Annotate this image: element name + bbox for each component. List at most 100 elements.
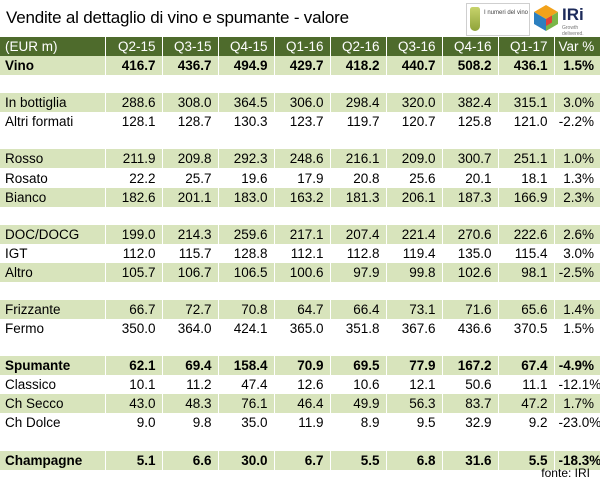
table-cell bbox=[385, 281, 442, 300]
table-cell: 163.2 bbox=[273, 187, 330, 207]
table-cell: 49.9 bbox=[329, 394, 386, 414]
table-cell: 18.1 bbox=[497, 168, 554, 188]
table-cell: 112.1 bbox=[273, 243, 330, 263]
iri-logo: IRi Growth delivered. bbox=[533, 2, 595, 37]
table-cell: 99.8 bbox=[385, 262, 442, 282]
table-cell: 206.1 bbox=[385, 187, 442, 207]
row-label: Champagne bbox=[0, 450, 105, 470]
table-cell: 69.4 bbox=[161, 356, 218, 376]
table-cell: 259.6 bbox=[217, 224, 274, 244]
table-cell: 5.5 bbox=[329, 450, 386, 470]
table-cell: 121.0 bbox=[497, 112, 554, 132]
row-label bbox=[0, 206, 105, 225]
table-cell: 6.7 bbox=[273, 450, 330, 470]
table-cell bbox=[385, 75, 442, 94]
table-cell: 47.4 bbox=[217, 375, 274, 395]
table-cell bbox=[497, 206, 554, 225]
table-cell: 292.3 bbox=[217, 149, 274, 169]
table-cell: 1.4% bbox=[553, 299, 600, 320]
table-cell bbox=[273, 338, 330, 357]
table-cell: 367.6 bbox=[385, 319, 442, 339]
table-cell: 32.9 bbox=[441, 413, 498, 433]
table-cell: 65.6 bbox=[497, 299, 554, 320]
table-row: Champagne 5.1 6.6 30.0 6.7 5.5 6.8 31.6 5.5 -18.3… bbox=[0, 450, 600, 470]
table-cell: 429.7 bbox=[273, 56, 330, 76]
table-row: Fermo 350.0 364.0 424.1 365.0 351.8 367.6 436.6… bbox=[0, 319, 600, 339]
table-cell: 20.1 bbox=[441, 168, 498, 188]
table-cell: 48.3 bbox=[161, 394, 218, 414]
table-cell: 6.8 bbox=[385, 450, 442, 470]
table-cell: 73.1 bbox=[385, 299, 442, 320]
table-cell: 9.2 bbox=[497, 413, 554, 433]
table-cell: -4.9% bbox=[553, 356, 600, 376]
table-cell: 46.4 bbox=[273, 394, 330, 414]
table-cell: 8.9 bbox=[329, 413, 386, 433]
table-header-row: (EUR m) Q2-15 Q3-15 Q4-15 Q1-16 Q2-16 Q3-16 Q4-… bbox=[0, 37, 600, 57]
table-cell bbox=[161, 338, 218, 357]
table-cell bbox=[497, 75, 554, 94]
table-cell: 350.0 bbox=[104, 319, 162, 339]
table-row: Vino 416.7 436.7 494.9 429.7 418.2 440.7 508.2 4… bbox=[0, 56, 600, 76]
table-cell: 211.9 bbox=[104, 149, 162, 169]
table-cell bbox=[441, 432, 498, 451]
table-cell: -18.3% bbox=[553, 450, 600, 470]
table-cell bbox=[161, 281, 218, 300]
table-cell: 98.1 bbox=[497, 262, 554, 282]
table-cell: 30.0 bbox=[217, 450, 274, 470]
table-cell: 214.3 bbox=[161, 224, 218, 244]
spacer-row bbox=[0, 75, 600, 94]
table-cell: 222.6 bbox=[497, 224, 554, 244]
table-cell bbox=[161, 206, 218, 225]
table-cell bbox=[441, 75, 498, 94]
table-cell: 12.6 bbox=[273, 375, 330, 395]
table-cell: 320.0 bbox=[385, 93, 442, 113]
row-label bbox=[0, 131, 105, 150]
table-cell bbox=[553, 206, 600, 225]
table-cell bbox=[104, 281, 162, 300]
table-cell: 306.0 bbox=[273, 93, 330, 113]
table-cell: 201.1 bbox=[161, 187, 218, 207]
table-cell: 47.2 bbox=[497, 394, 554, 414]
table-cell bbox=[553, 338, 600, 357]
table-cell: 1.0% bbox=[553, 149, 600, 169]
column-header: Q2-15 bbox=[104, 37, 162, 57]
table-cell: 207.4 bbox=[329, 224, 386, 244]
table-cell: 11.2 bbox=[161, 375, 218, 395]
row-label bbox=[0, 338, 105, 357]
row-label: IGT bbox=[0, 243, 105, 263]
table-cell: -2.2% bbox=[553, 112, 600, 132]
table-cell bbox=[161, 75, 218, 94]
iri-logo-tagline: Growth delivered. bbox=[562, 25, 584, 37]
spacer-row bbox=[0, 206, 600, 225]
table-cell: 181.3 bbox=[329, 187, 386, 207]
table-cell: 1.5% bbox=[553, 56, 600, 76]
table-cell: 166.9 bbox=[497, 187, 554, 207]
table-cell: 217.1 bbox=[273, 224, 330, 244]
table-cell: 1.7% bbox=[553, 394, 600, 414]
table-row: Classico 10.1 11.2 47.4 12.6 10.6 12.1 50.6 11.1… bbox=[0, 375, 600, 395]
table-row: Altri formati 128.1 128.7 130.3 123.7 119.7 12… bbox=[0, 112, 600, 132]
table-cell bbox=[441, 281, 498, 300]
column-header: Q4-15 bbox=[217, 37, 274, 57]
table-cell bbox=[273, 432, 330, 451]
table-cell bbox=[385, 432, 442, 451]
table-cell bbox=[553, 75, 600, 94]
table-cell: 66.7 bbox=[104, 299, 162, 320]
table-cell: 25.7 bbox=[161, 168, 218, 188]
table-cell: 364.0 bbox=[161, 319, 218, 339]
table-cell: 10.6 bbox=[329, 375, 386, 395]
table-cell: 105.7 bbox=[104, 262, 162, 282]
table-cell: 424.1 bbox=[217, 319, 274, 339]
table-cell bbox=[385, 338, 442, 357]
row-label bbox=[0, 75, 105, 94]
sales-table: (EUR m) Q2-15 Q3-15 Q4-15 Q1-16 Q2-16 Q3-16 Q4-… bbox=[0, 37, 600, 470]
table-cell: 183.0 bbox=[217, 187, 274, 207]
column-header: Q4-16 bbox=[441, 37, 498, 57]
row-label bbox=[0, 432, 105, 451]
observatory-logo: I numeri del vino bbox=[466, 3, 530, 36]
table-cell: 2.3% bbox=[553, 187, 600, 207]
table-cell: 25.6 bbox=[385, 168, 442, 188]
table-cell: 17.9 bbox=[273, 168, 330, 188]
table-cell bbox=[329, 281, 386, 300]
table-cell bbox=[217, 432, 274, 451]
